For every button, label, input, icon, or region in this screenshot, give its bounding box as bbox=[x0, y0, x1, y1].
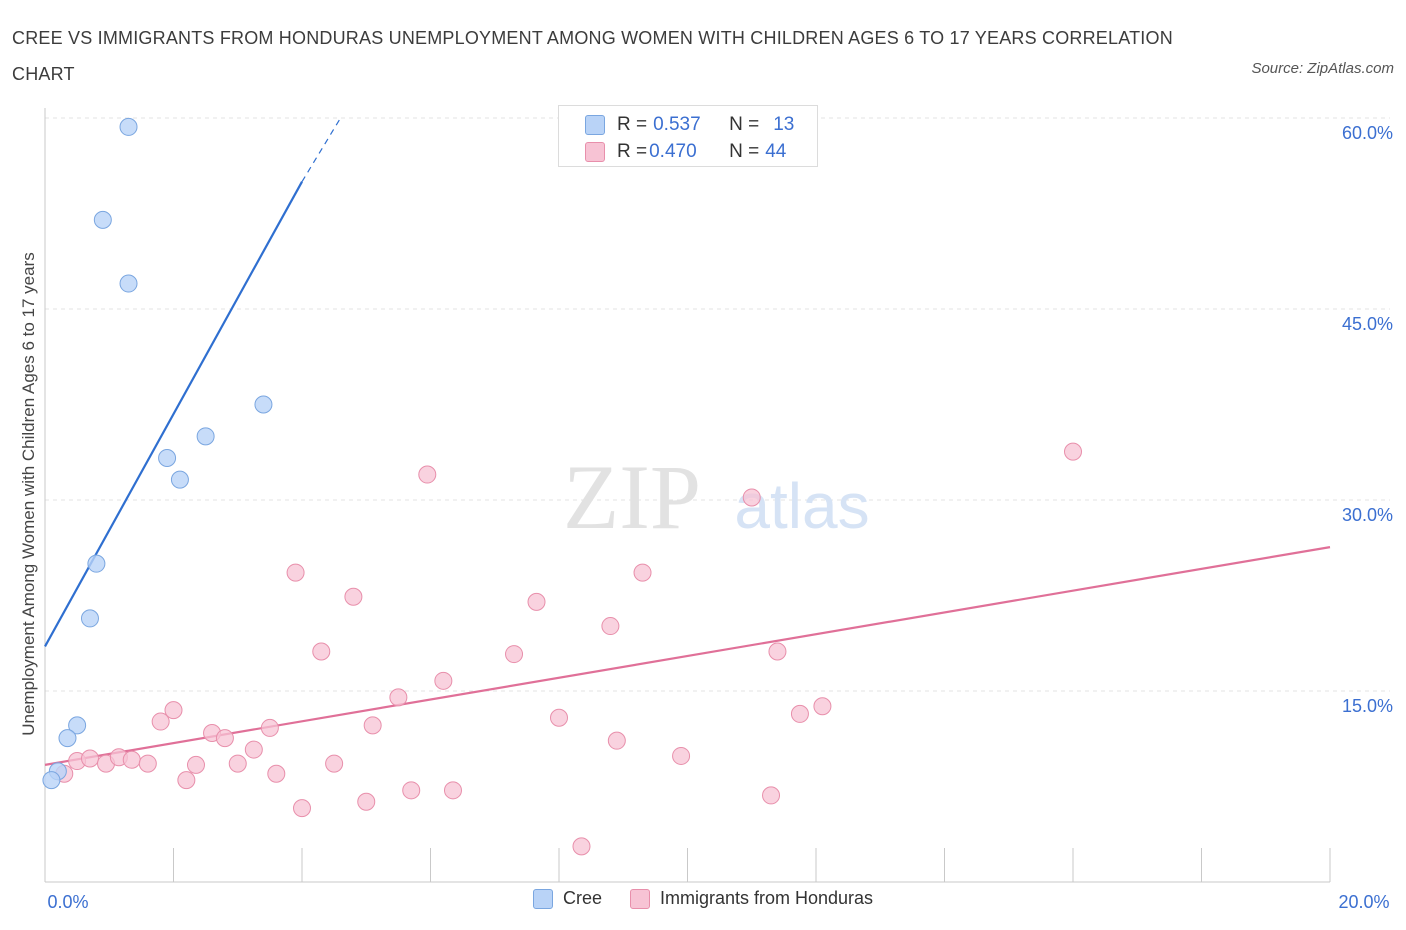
chart-title: CREE VS IMMIGRANTS FROM HONDURAS UNEMPLO… bbox=[12, 28, 1173, 84]
n-label: N = bbox=[729, 114, 760, 135]
r-value: 0.470 bbox=[649, 141, 697, 162]
cree-point bbox=[119, 274, 138, 293]
honduras-point bbox=[572, 837, 591, 856]
honduras-point bbox=[1064, 442, 1082, 461]
axis-layer bbox=[44, 108, 1331, 883]
honduras-point bbox=[672, 746, 691, 765]
honduras-legend-swatch bbox=[629, 888, 650, 909]
r-value: 0.537 bbox=[653, 114, 701, 135]
honduras-point bbox=[80, 749, 99, 768]
n-value: 13 bbox=[773, 114, 795, 135]
honduras-point bbox=[607, 731, 626, 750]
honduras-point bbox=[325, 754, 344, 773]
cree-point bbox=[68, 716, 87, 735]
honduras-point bbox=[122, 750, 141, 769]
honduras-trendline bbox=[44, 546, 1331, 766]
cree-point bbox=[87, 554, 106, 573]
n-value: 44 bbox=[765, 141, 787, 162]
points-layer bbox=[42, 117, 1082, 856]
y-tick-label: 30.0% bbox=[1342, 505, 1393, 525]
cree-legend-swatch bbox=[532, 888, 553, 909]
cree-point bbox=[196, 427, 215, 446]
stats-legend: R = 0.537 N = 13 R = 0.470 N = 44 bbox=[558, 105, 818, 167]
source-credit: Source: ZipAtlas.com bbox=[1251, 60, 1394, 77]
cree-trendline-extension bbox=[301, 117, 342, 182]
honduras-point bbox=[389, 688, 408, 707]
honduras-point bbox=[228, 754, 247, 773]
honduras-point bbox=[601, 617, 620, 636]
honduras-point bbox=[312, 642, 331, 661]
n-label: N = bbox=[729, 141, 760, 162]
x-tick-label: 0.0% bbox=[47, 892, 88, 912]
cree-point bbox=[158, 448, 177, 467]
honduras-point bbox=[177, 771, 196, 790]
r-label: R = bbox=[617, 114, 648, 135]
cree-point bbox=[42, 771, 61, 790]
series-legend: Cree Immigrants from Honduras bbox=[0, 888, 1406, 909]
honduras-point bbox=[164, 701, 183, 720]
honduras-point bbox=[344, 587, 363, 606]
legend-label-honduras: Immigrants from Honduras bbox=[659, 888, 874, 908]
honduras-point bbox=[286, 563, 305, 582]
y-tick-label: 45.0% bbox=[1342, 314, 1393, 334]
honduras-point bbox=[186, 755, 205, 774]
grid-layer bbox=[45, 117, 1390, 692]
honduras-point bbox=[402, 781, 421, 800]
honduras-point bbox=[267, 764, 286, 783]
watermark-zip: ZIP bbox=[563, 446, 701, 548]
honduras-swatch bbox=[585, 142, 605, 162]
honduras-point bbox=[443, 781, 462, 800]
honduras-point bbox=[527, 592, 546, 611]
cree-swatch bbox=[585, 115, 605, 135]
legend-item-honduras[interactable]: Immigrants from Honduras bbox=[629, 888, 874, 909]
honduras-point bbox=[151, 712, 170, 731]
honduras-point bbox=[293, 799, 311, 818]
honduras-point bbox=[418, 465, 437, 484]
y-tick-label: 15.0% bbox=[1342, 696, 1393, 716]
trend-layer bbox=[44, 117, 1331, 766]
honduras-point bbox=[633, 563, 652, 582]
y-axis-label: Unemployment Among Women with Children A… bbox=[19, 252, 38, 736]
honduras-point bbox=[762, 786, 781, 805]
stats-row-honduras: R = 0.470 N = 44 bbox=[585, 139, 786, 165]
cree-trendline bbox=[44, 181, 303, 647]
honduras-point bbox=[357, 792, 376, 811]
honduras-point bbox=[768, 642, 787, 661]
honduras-point bbox=[813, 697, 832, 716]
cree-point bbox=[93, 210, 112, 229]
cree-point bbox=[119, 117, 138, 136]
cree-point bbox=[254, 395, 273, 414]
r-label: R = bbox=[617, 141, 648, 162]
honduras-point bbox=[363, 716, 382, 735]
cree-point bbox=[170, 470, 189, 489]
honduras-point bbox=[138, 754, 157, 773]
watermark-atlas: atlas bbox=[734, 470, 869, 542]
honduras-point bbox=[505, 645, 524, 664]
honduras-point bbox=[790, 704, 809, 723]
honduras-point bbox=[434, 671, 453, 690]
honduras-point bbox=[742, 488, 761, 507]
label-layer: 15.0% 30.0% 45.0% 60.0% 0.0% 20.0% bbox=[47, 123, 1393, 912]
honduras-point bbox=[244, 740, 263, 759]
stats-row-cree: R = 0.537 N = 13 bbox=[585, 112, 794, 138]
honduras-point bbox=[260, 718, 279, 737]
y-tick-label: 60.0% bbox=[1342, 123, 1393, 143]
honduras-point bbox=[215, 729, 234, 748]
x-tick-label: 20.0% bbox=[1338, 892, 1389, 912]
legend-label-cree: Cree bbox=[562, 888, 602, 908]
cree-point bbox=[58, 729, 77, 748]
cree-point bbox=[80, 609, 99, 628]
legend-item-cree[interactable]: Cree bbox=[532, 888, 602, 909]
honduras-point bbox=[550, 708, 568, 727]
